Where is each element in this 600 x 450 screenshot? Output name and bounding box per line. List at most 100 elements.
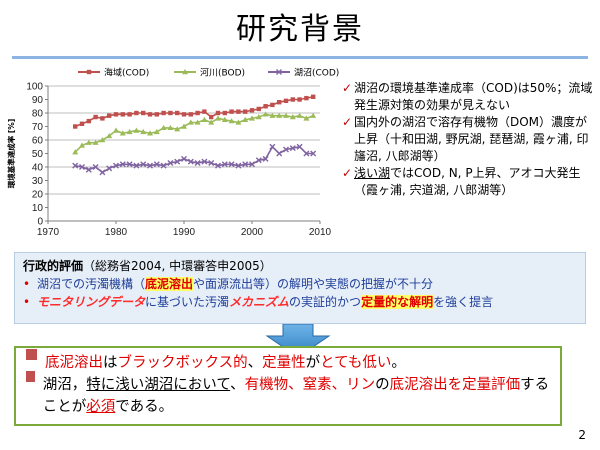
data-point	[296, 143, 303, 150]
data-point	[228, 118, 235, 124]
conclusion-text: 。	[391, 355, 406, 371]
y-tick-label: 30	[32, 176, 44, 187]
data-point	[209, 114, 214, 120]
finding-text-part: 国内外の湖沼で溶存有機物（DOM）濃度が上昇（十和田湖, 野尻湖, 琵琶湖, 霞…	[354, 115, 589, 163]
data-point	[296, 112, 303, 118]
data-point	[270, 102, 275, 108]
page-number: 2	[578, 428, 586, 442]
conclusion-text: ブラックボックス的	[117, 355, 248, 371]
data-point	[277, 100, 282, 105]
series-line	[74, 113, 314, 153]
bullet-dash-icon: •	[23, 295, 31, 309]
conclusion-text: の	[375, 377, 390, 393]
admin-text: を強く提言	[433, 295, 494, 309]
data-point	[242, 116, 249, 122]
series-line	[75, 145, 314, 174]
data-point	[119, 130, 126, 136]
data-point	[140, 128, 147, 135]
slide-title: 研究背景	[236, 12, 364, 47]
data-point	[201, 158, 208, 165]
data-point	[92, 139, 99, 145]
data-point	[276, 112, 283, 118]
data-point	[175, 110, 180, 116]
data-point	[99, 137, 106, 143]
y-tick-label: 20	[32, 190, 44, 201]
admin-highlight: 底泥溶出	[145, 277, 194, 291]
data-point	[276, 150, 283, 157]
data-point	[262, 155, 269, 162]
data-point	[262, 111, 269, 117]
data-point	[106, 165, 113, 172]
data-point	[160, 124, 167, 131]
y-tick-label: 70	[32, 122, 44, 133]
data-point	[194, 119, 201, 125]
y-tick-label: 100	[26, 82, 43, 93]
data-point	[113, 127, 119, 133]
admin-line-1: • 湖沼での汚濁機構（底泥溶出や面源流出等）の解明や実態の把握が不十分	[23, 275, 577, 293]
data-point	[168, 110, 173, 116]
conclusion-text: 底泥溶出	[45, 355, 103, 371]
data-point	[202, 109, 207, 114]
conclusion-text: 、	[247, 355, 263, 371]
conclusion-text: 底泥溶出を定量評価	[389, 377, 521, 393]
data-point	[215, 162, 221, 169]
data-point	[106, 132, 113, 139]
finding-text-part: 浅い湖	[354, 166, 391, 180]
data-point	[228, 161, 235, 168]
data-point	[201, 116, 208, 122]
data-point	[242, 161, 249, 168]
data-point	[126, 128, 133, 135]
data-point	[141, 110, 146, 116]
title-divider	[12, 56, 588, 59]
conclusion-text: である。	[115, 399, 174, 415]
data-point	[73, 124, 78, 129]
data-point	[93, 114, 98, 120]
data-point	[311, 94, 316, 99]
data-point	[85, 166, 92, 173]
conclusion-text: 有機物、窒素、リン	[244, 377, 376, 393]
data-point	[181, 155, 187, 162]
data-point	[269, 143, 276, 150]
data-point	[187, 119, 194, 125]
data-point	[126, 161, 133, 168]
legend-label: 河川(BOD)	[200, 67, 245, 79]
finding-item: ✓ 浅い湖ではCOD, N, P上昇、アオコ大発生（霞ヶ浦, 宍道湖, 八郎湖等）	[342, 165, 594, 199]
data-point	[310, 112, 317, 118]
data-point	[86, 118, 91, 124]
y-tick-label: 90	[32, 95, 44, 106]
data-point	[188, 112, 193, 117]
data-point	[297, 97, 302, 102]
data-point	[222, 110, 227, 116]
y-tick-label: 0	[37, 217, 43, 228]
achievement-rate-chart: 0 10 20 30 40 50 60 70 80 90 100 1970 1980 1990 2000 20…	[6, 67, 339, 239]
finding-text: 国内外の湖沼で溶存有機物（DOM）濃度が上昇（十和田湖, 野尻湖, 琵琶湖, 霞…	[354, 114, 594, 165]
data-point	[153, 128, 160, 135]
data-point	[120, 112, 125, 117]
data-point	[215, 115, 221, 121]
checkmark-icon: ✓	[342, 81, 353, 95]
data-point	[255, 114, 262, 120]
data-point	[235, 119, 242, 125]
legend-label: 湖沼(COD)	[294, 68, 339, 79]
findings-list: ✓ 湖沼の環境基準達成率（COD)は50%；流域発生源対策の効果が見えない ✓ 国内外…	[342, 80, 594, 199]
data-point	[310, 150, 317, 157]
admin-heading: 行政的評価（総務省2004, 中環審答申2005）	[23, 257, 577, 275]
x-tick-label: 2010	[309, 227, 332, 238]
y-axis-label: 環境基準達成率 [%]	[6, 119, 16, 188]
data-point	[113, 112, 119, 117]
data-point	[304, 95, 309, 101]
data-point	[72, 162, 79, 169]
admin-text: の実証的かつ	[289, 295, 362, 309]
conclusion-text: とても低い	[320, 355, 392, 371]
data-point	[249, 115, 255, 121]
conclusion-text: することが	[42, 377, 550, 415]
admin-emphasis: モニタリングデータ	[37, 295, 146, 309]
data-point	[147, 112, 153, 117]
finding-text: 浅い湖ではCOD, N, P上昇、アオコ大発生（霞ヶ浦, 宍道湖, 八郎湖等）	[354, 165, 594, 199]
admin-line-2: • モニタリングデータに基づいた汚濁メカニズムの実証的かつ定量的な解明を強く提言	[23, 293, 577, 311]
data-point	[174, 126, 181, 132]
data-point	[187, 158, 194, 165]
y-tick-label: 60	[32, 136, 44, 147]
data-point	[249, 161, 255, 168]
x-tick-label: 1980	[105, 227, 128, 238]
